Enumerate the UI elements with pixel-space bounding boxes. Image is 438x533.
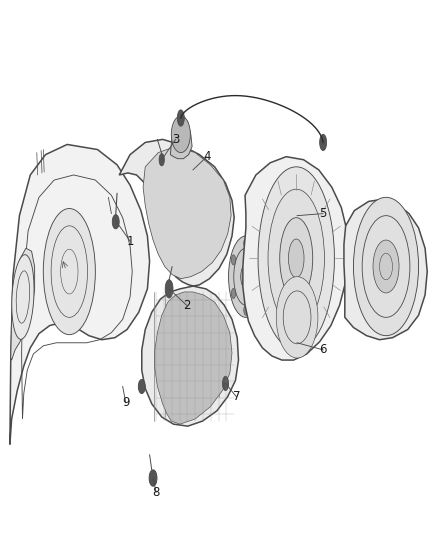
- Ellipse shape: [159, 154, 164, 166]
- Ellipse shape: [138, 379, 145, 394]
- Ellipse shape: [165, 280, 173, 298]
- Text: 2: 2: [183, 298, 190, 312]
- Text: 7: 7: [233, 390, 240, 403]
- Ellipse shape: [223, 376, 229, 391]
- Ellipse shape: [231, 255, 236, 265]
- Ellipse shape: [320, 134, 327, 150]
- Ellipse shape: [229, 236, 263, 317]
- Polygon shape: [170, 116, 192, 159]
- Polygon shape: [155, 292, 232, 424]
- Text: 9: 9: [122, 396, 130, 409]
- Text: 5: 5: [319, 207, 327, 220]
- Text: 4: 4: [203, 150, 211, 163]
- Text: 6: 6: [319, 343, 327, 357]
- Ellipse shape: [244, 305, 248, 316]
- Ellipse shape: [276, 277, 318, 358]
- Text: 3: 3: [172, 133, 179, 146]
- Polygon shape: [344, 199, 427, 340]
- Ellipse shape: [280, 217, 313, 299]
- Ellipse shape: [268, 189, 325, 327]
- Polygon shape: [243, 157, 348, 360]
- Ellipse shape: [12, 255, 34, 340]
- Polygon shape: [11, 248, 35, 360]
- Ellipse shape: [288, 239, 304, 278]
- Ellipse shape: [231, 288, 236, 298]
- Polygon shape: [10, 144, 150, 445]
- Ellipse shape: [112, 215, 119, 229]
- Ellipse shape: [177, 110, 184, 126]
- Ellipse shape: [171, 116, 191, 152]
- Ellipse shape: [353, 197, 419, 336]
- Polygon shape: [143, 147, 231, 279]
- Ellipse shape: [373, 240, 399, 293]
- Text: 8: 8: [152, 486, 160, 499]
- Ellipse shape: [258, 167, 334, 350]
- Ellipse shape: [149, 470, 157, 486]
- Polygon shape: [119, 139, 239, 426]
- Ellipse shape: [256, 288, 261, 298]
- Text: 1: 1: [126, 235, 134, 247]
- Polygon shape: [231, 240, 262, 313]
- Ellipse shape: [256, 255, 261, 265]
- Ellipse shape: [244, 238, 248, 248]
- Ellipse shape: [241, 264, 251, 289]
- Ellipse shape: [43, 208, 95, 335]
